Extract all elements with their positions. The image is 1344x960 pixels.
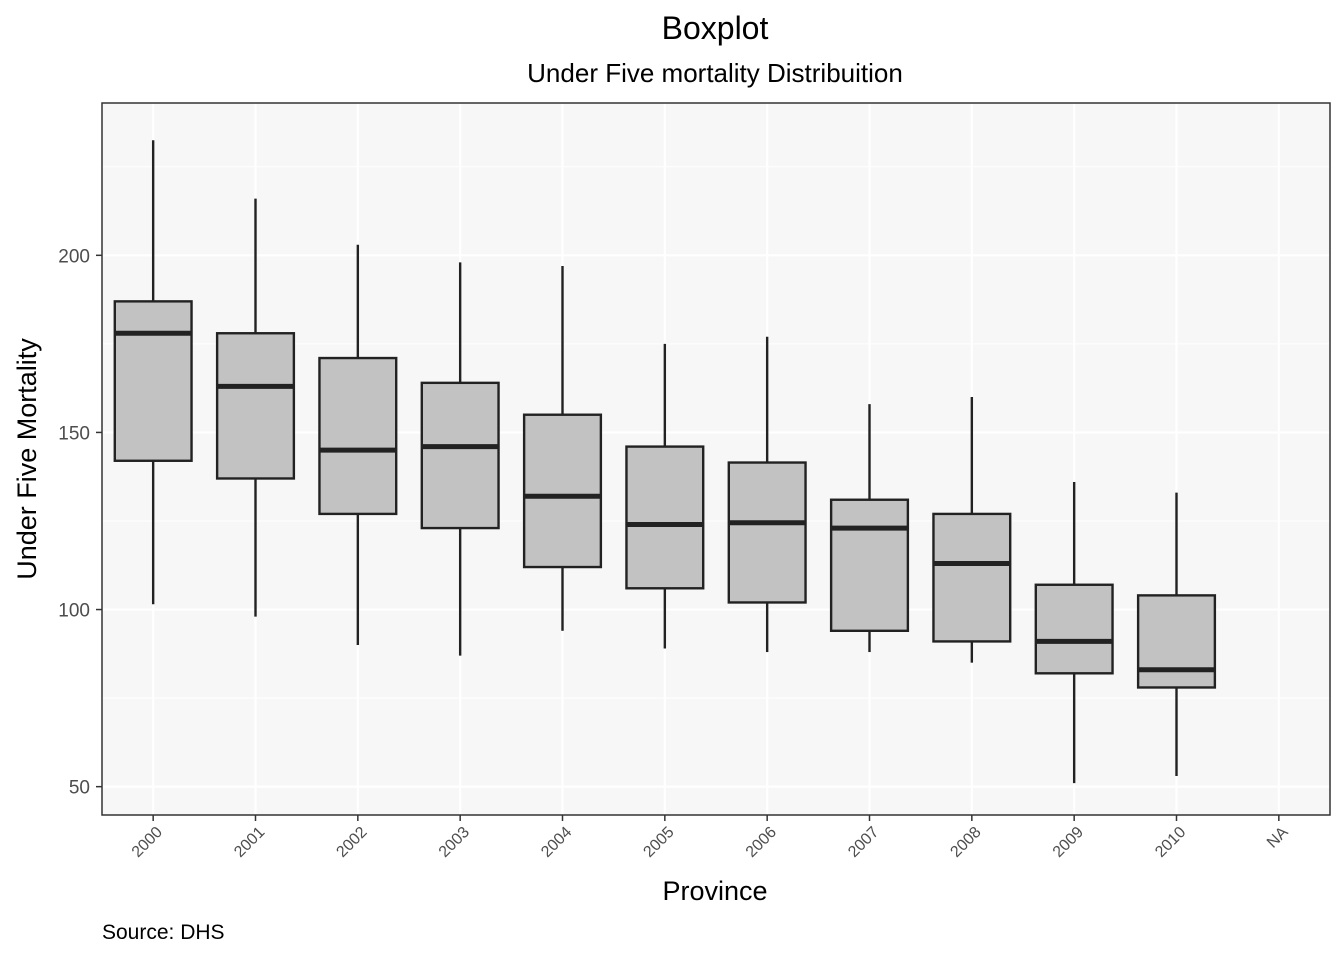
y-tick-label: 50 [69,778,90,799]
box-2004 [522,265,603,631]
box-iqr [522,413,603,569]
chart-caption: Source: DHS [102,921,225,944]
x-tick-label: 2010 [1152,824,1189,861]
x-tick-label: NA [1264,824,1292,852]
box-2007 [829,404,910,653]
chart-title: Boxplot [662,10,769,46]
y-tick-label: 100 [58,601,90,622]
box-iqr [215,332,296,480]
panel-background [102,103,1330,815]
box-iqr [420,381,500,530]
box-iqr [829,498,910,633]
x-tick-label: 2006 [743,824,780,861]
x-axis-title: Province [662,876,767,906]
x-tick-label: 2008 [947,824,984,861]
box-iqr [113,300,193,462]
x-tick-label: 2003 [436,824,473,861]
box-iqr [625,445,705,590]
x-tick-label: 2002 [333,824,370,861]
box-2003 [420,262,500,656]
x-tick-label: 2007 [845,824,882,861]
x-tick-label: 2009 [1050,824,1087,861]
box-2010 [1136,492,1217,777]
y-axis-title: Under Five Mortality [12,338,42,580]
box-2005 [625,343,705,649]
box-2009 [1034,482,1114,784]
x-tick-label: 2001 [231,824,268,861]
x-tick-label: 2000 [129,824,166,861]
box-iqr [727,461,807,604]
box-iqr [318,356,398,516]
box-iqr [1034,583,1114,675]
box-iqr [1136,594,1217,689]
box-2001 [215,198,296,617]
panel-border [101,102,1331,816]
box-iqr [932,512,1012,643]
box-2006 [727,336,807,653]
x-tick-label: 2004 [538,824,575,861]
plot-panel [101,102,1331,816]
box-2002 [318,244,398,645]
y-tick-label: 200 [58,246,90,267]
box-2008 [932,397,1012,663]
chart-subtitle: Under Five mortality Distribuition [527,58,903,88]
y-tick-label: 150 [58,423,90,444]
x-tick-label: 2005 [640,824,677,861]
box-2000 [113,140,193,605]
